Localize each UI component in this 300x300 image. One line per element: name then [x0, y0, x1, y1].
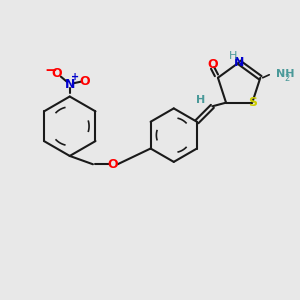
Text: O: O — [51, 67, 62, 80]
Text: NH: NH — [276, 69, 294, 79]
Text: N: N — [64, 77, 75, 91]
Text: +: + — [71, 72, 79, 82]
Text: S: S — [248, 96, 257, 109]
Text: O: O — [79, 75, 90, 88]
Text: −: − — [45, 63, 57, 78]
Text: N: N — [234, 56, 244, 69]
Text: H: H — [229, 51, 237, 62]
Text: H: H — [196, 95, 206, 105]
Text: 2: 2 — [284, 74, 289, 83]
Text: O: O — [108, 158, 118, 171]
Text: O: O — [207, 58, 218, 71]
